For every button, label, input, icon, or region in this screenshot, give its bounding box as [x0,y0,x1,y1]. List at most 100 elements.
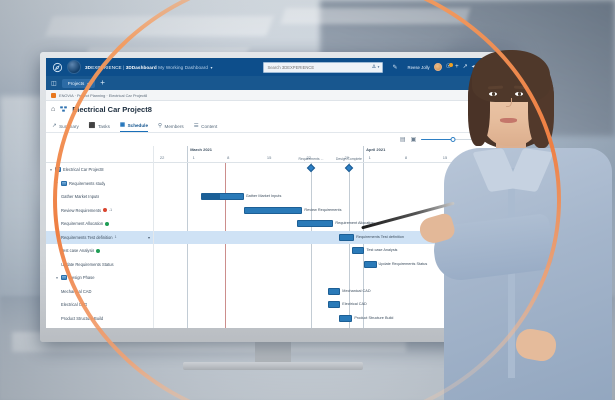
home-icon[interactable]: ⌂ [51,106,56,113]
eye-left [489,92,497,96]
task-tree-row[interactable]: Mechanical CAD [46,285,153,299]
task-name: Requirement Allocation [61,221,104,227]
brand-experience: EXPERIENCE [91,64,122,70]
gantt-bar-label: Electrical CAD [342,302,367,306]
status-count: -1 [109,208,113,213]
gantt-bar-label: Mechanical CAD [342,288,371,293]
schedule-icon: ▦ [119,122,126,128]
tab-label: Content [201,123,218,129]
dashboard-tab-label: Projects [67,80,85,86]
brand-3ddashboard-rest: Dashboard [131,64,157,70]
gantt-bar[interactable] [328,301,341,308]
breadcrumb[interactable]: ENOVIA · Project Planning · Electrical C… [59,92,148,98]
annotate-icon[interactable]: ✎ [392,64,398,71]
members-icon: ⚲ [158,123,163,129]
task-tree-row[interactable]: Requirement Allocation [46,217,153,231]
task-tree-row[interactable]: ▾ Electrical Car Project8 [46,163,153,177]
folder-icon [61,180,67,186]
gantt-bar[interactable] [328,287,341,295]
globe-icon[interactable] [67,60,81,74]
milestone-label: Requirements ... [298,157,324,161]
gantt-bar[interactable] [243,206,303,214]
task-name: Review Requirements [61,207,102,213]
collapse-all-icon[interactable]: ▤ [399,136,406,143]
timeline-day-tick: 8 [404,154,408,160]
task-name: Design Phase [69,275,95,281]
task-tree-row[interactable]: Configuration Management [46,325,153,328]
task-tree-row[interactable]: Electrical CAD [46,298,153,312]
tab-schedule[interactable]: ▦ Schedule [119,122,149,132]
summary-icon: ↗ [52,123,57,129]
mouth [500,118,517,123]
status-badge-green [105,221,110,226]
expand-toggle-icon[interactable]: ▾ [50,167,52,172]
dashboard-name: My Working Dashboard [158,64,209,70]
row-menu-chevron-icon[interactable]: ▾ [147,234,150,240]
task-tree-panel: ▾ Electrical Car Project8 ▾ Requirements st… [46,146,154,328]
timeline-day-tick: 8 [227,154,230,160]
task-tree-row[interactable]: Update Requirements Status [46,258,153,272]
brand-separator: | [123,64,125,70]
task-tree-row[interactable]: ▾ Requirements study [46,177,153,191]
task-name: Test case Analysis [61,248,95,254]
search-box[interactable]: ᐃ ▾ [263,61,384,73]
chevron-down-icon[interactable]: ▾ [377,65,380,69]
project-icon [59,105,68,115]
task-tree-row[interactable]: ▾ Design Phase [46,271,153,285]
gantt-bar[interactable] [364,260,377,268]
folder-icon [61,275,67,281]
task-tree-row[interactable]: Gather Market Inputs [46,190,153,204]
panel-toggle-icon[interactable]: ◫ [51,80,57,87]
tab-label: Summary [59,123,79,129]
hair-front [472,50,550,102]
task-name: Product Structure Build [61,315,104,321]
page-title: Electrical Car Project8 [72,105,152,114]
timeline-day-tick: 22 [159,154,165,160]
task-counter: 1 [114,235,117,240]
tab-tasks[interactable]: ⬛ Tasks [89,123,110,132]
timeline-day-tick: 1 [368,154,371,160]
tab-label: Schedule [127,122,149,128]
milestone-label: Design Complete [335,157,362,161]
task-name: Electrical CAD [61,302,88,308]
timeline-month-label: March 2021 [190,147,213,152]
task-tree-rows: ▾ Electrical Car Project8 ▾ Requirements st… [46,163,153,328]
timeline-day-tick: 15 [266,154,272,160]
filter-icon[interactable]: ᐃ [372,64,376,70]
brand-title[interactable]: 3DEXPERIENCE | 3DDashboard My Working Da… [85,65,213,70]
task-tree-row[interactable]: Requirements Test definition 1 ▾ [46,230,153,244]
gantt-bar-label: Gather Market Inputs [245,194,282,198]
expand-toggle-icon[interactable]: ▾ [56,181,58,186]
presenter-person [361,30,615,400]
task-tree-row[interactable]: Review Requirements -1 [46,204,153,218]
compass-icon[interactable] [51,61,63,73]
gantt-bar[interactable] [338,314,353,322]
monitor-stand-base [182,362,363,370]
task-name: Requirements Test definition [61,234,113,240]
task-name: Mechanical CAD [61,288,92,294]
task-tree-row[interactable]: Test case Analysis [46,244,153,258]
tree-header-spacer [46,146,153,163]
task-tree-row[interactable]: Product Structure Build [46,312,153,326]
gantt-bar[interactable] [352,247,365,254]
add-tab-button[interactable]: + [100,78,105,87]
chevron-down-icon[interactable]: ▾ [87,80,90,86]
search-input[interactable] [267,64,371,70]
gantt-bar-label: Review Requirements [304,207,342,212]
dashboard-tab-projects[interactable]: Projects ▾ [61,78,96,88]
tab-summary[interactable]: ↗ Summary [52,123,79,132]
timeline-day-tick: 1 [192,154,195,160]
gantt-bar[interactable] [338,233,355,241]
user-name[interactable]: Reese Jolly [407,64,430,70]
status-badge-red [103,208,108,213]
task-name: Gather Market Inputs [61,194,100,200]
monitor-stand-neck [254,342,291,364]
expand-toggle-icon[interactable]: ▾ [56,275,58,280]
gantt-bar[interactable] [297,220,334,227]
chevron-down-icon[interactable]: ▾ [210,64,213,70]
tab-members[interactable]: ⚲ Members [158,123,184,132]
task-name: Requirements study [69,180,106,186]
expand-all-icon[interactable]: ▣ [410,136,417,143]
tab-content[interactable]: ☰ Content [194,123,218,132]
gantt-bar[interactable] [200,193,244,200]
